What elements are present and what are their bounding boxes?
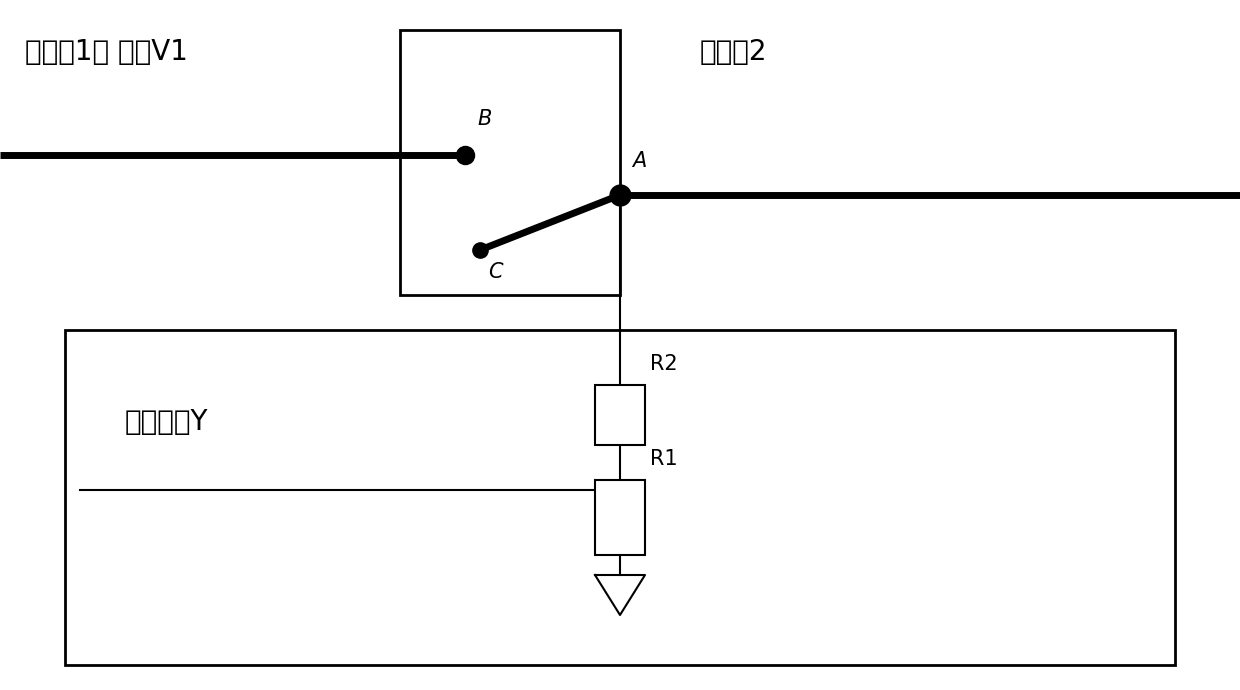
Text: R2: R2 xyxy=(650,354,677,374)
Text: A: A xyxy=(632,151,646,171)
Text: C: C xyxy=(489,262,502,282)
Bar xyxy=(401,30,620,295)
Bar xyxy=(595,385,645,445)
Bar xyxy=(64,330,1176,665)
Text: B: B xyxy=(477,109,491,129)
Text: 航天剘1： 电压V1: 航天剘1： 电压V1 xyxy=(25,38,188,66)
Text: 状态输出Y: 状态输出Y xyxy=(125,408,208,436)
Text: 航天剘2: 航天剘2 xyxy=(701,38,768,66)
Bar xyxy=(595,480,645,555)
Text: R1: R1 xyxy=(650,449,677,469)
